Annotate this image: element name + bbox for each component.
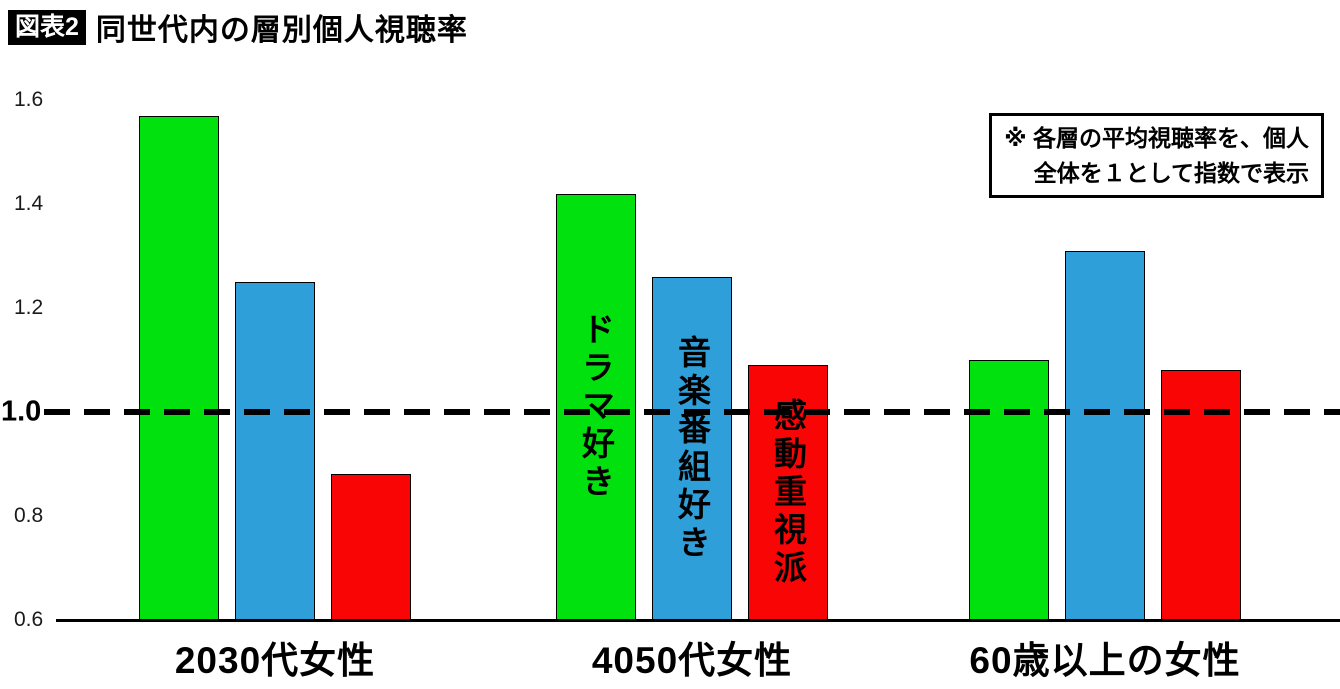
bar-emotion-focused bbox=[1161, 370, 1241, 620]
series-label-emotion-focused: 感動重視派 bbox=[769, 397, 807, 588]
x-axis-line bbox=[56, 619, 1340, 622]
reference-line bbox=[44, 409, 1340, 415]
bar-drama-fans: ドラマ好き bbox=[556, 194, 636, 620]
bar-emotion-focused: 感動重視派 bbox=[748, 365, 828, 620]
chart-title: 同世代内の層別個人視聴率 bbox=[95, 14, 468, 47]
bar-group-2: ドラマ好き 音楽番組好き 感動重視派 bbox=[556, 194, 828, 620]
chart-header: 図表2 同世代内の層別個人視聴率 bbox=[8, 5, 468, 49]
series-label-drama-fans: ドラマ好き bbox=[577, 312, 615, 502]
figure-number-badge: 図表2 bbox=[8, 9, 86, 45]
category-label-3: 60歳以上の女性 bbox=[969, 640, 1241, 681]
note-box: ※ 各層の平均視聴率を、個人 全体を１として指数で表示 bbox=[989, 113, 1324, 198]
category-label-1: 2030代女性 bbox=[174, 640, 376, 681]
bar-music-show-fans bbox=[1065, 251, 1145, 620]
bar-music-show-fans: 音楽番組好き bbox=[652, 277, 732, 620]
category-label-2: 4050代女性 bbox=[591, 640, 793, 681]
bar-group-1 bbox=[139, 116, 411, 620]
note-line-1: ※ 各層の平均視聴率を、個人 bbox=[1004, 125, 1309, 151]
y-tick-1.2: 1.2 bbox=[14, 296, 44, 319]
y-tick-1.0: 1.0 bbox=[1, 395, 42, 428]
bar-music-show-fans bbox=[235, 282, 315, 620]
bar-group-3 bbox=[969, 251, 1241, 620]
bar-emotion-focused bbox=[331, 474, 411, 620]
plot-area: 0.6 0.8 1.0 1.2 1.4 1.6 ドラマ好き 音楽番組好き 感動重視派 bbox=[0, 88, 1340, 631]
category-labels: 2030代女性 4050代女性 60歳以上の女性 bbox=[0, 630, 1340, 685]
y-tick-0.6: 0.6 bbox=[14, 608, 44, 631]
bar-drama-fans bbox=[139, 116, 219, 620]
series-label-music-show-fans: 音楽番組好き bbox=[673, 334, 711, 563]
note-line-2: 全体を１として指数で表示 bbox=[1033, 159, 1309, 186]
bar-drama-fans bbox=[969, 360, 1049, 620]
y-tick-1.6: 1.6 bbox=[14, 88, 44, 111]
y-tick-0.8: 0.8 bbox=[14, 504, 44, 527]
y-tick-1.4: 1.4 bbox=[14, 192, 44, 215]
